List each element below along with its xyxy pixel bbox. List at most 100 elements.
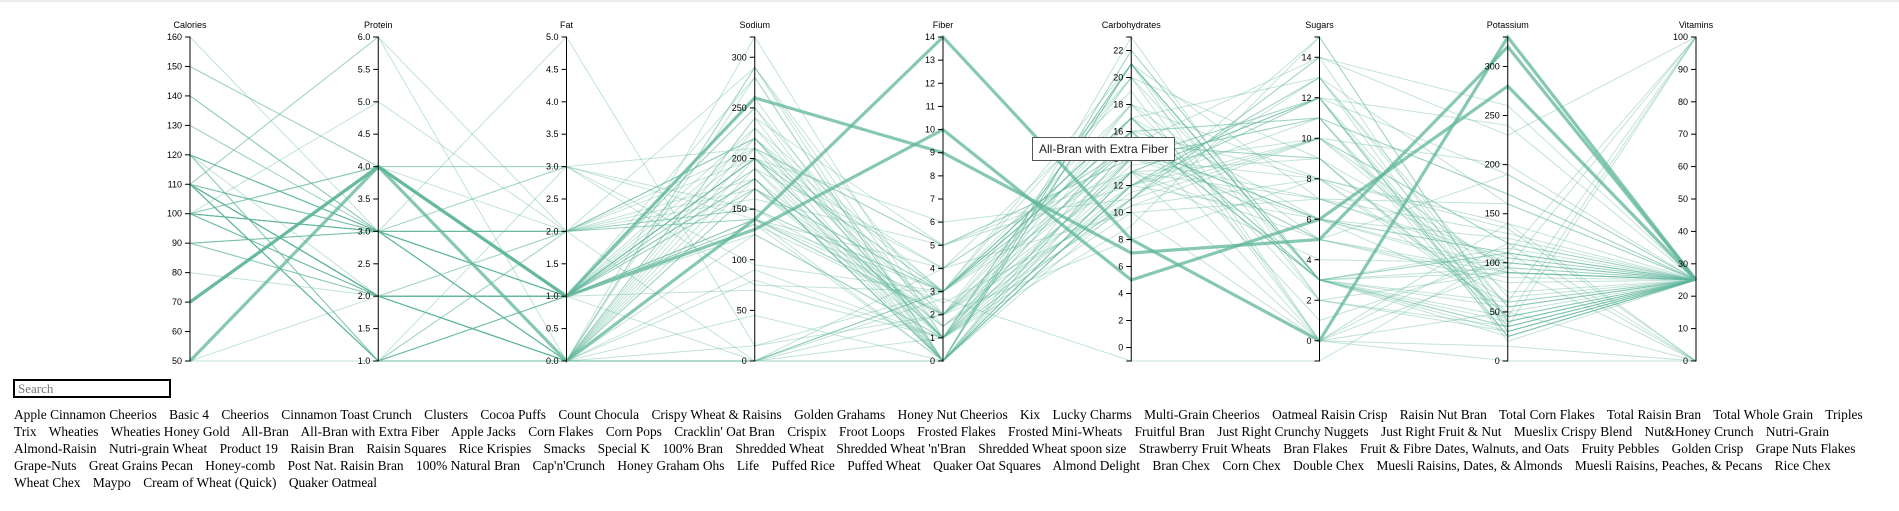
axis-title: Potassium bbox=[1487, 20, 1529, 30]
cereal-name[interactable]: Double Chex bbox=[1293, 458, 1365, 473]
cereal-name[interactable]: 100% Bran bbox=[662, 441, 723, 456]
cereal-name[interactable]: Cheerios bbox=[221, 407, 269, 422]
tick-label: 5.5 bbox=[358, 64, 371, 74]
cereal-name[interactable]: Honey Graham Ohs bbox=[617, 458, 725, 473]
cereal-name[interactable]: Quaker Oatmeal bbox=[288, 475, 377, 490]
cereal-name[interactable]: Maypo bbox=[92, 475, 131, 490]
cereal-name[interactable]: Total Corn Flakes bbox=[1498, 407, 1595, 422]
axis-calories[interactable]: 50 60 70 80 90 100 110 120 130 140 150 160 Calories bbox=[167, 20, 207, 366]
tick-label: 140 bbox=[167, 91, 182, 101]
cereal-name[interactable]: Great Grains Pecan bbox=[88, 458, 193, 473]
tick-label: 0.0 bbox=[546, 356, 559, 366]
cereal-name[interactable]: Wheaties bbox=[48, 424, 99, 439]
cereal-name[interactable]: Just Right Crunchy Nuggets bbox=[1217, 424, 1369, 439]
cereal-name[interactable]: Oatmeal Raisin Crisp bbox=[1272, 407, 1388, 422]
tick-label: 2.5 bbox=[358, 259, 371, 269]
tick-label: 4.0 bbox=[358, 162, 371, 172]
cereal-name[interactable]: Mueslix Crispy Blend bbox=[1513, 424, 1633, 439]
cereal-name[interactable]: Kix bbox=[1020, 407, 1041, 422]
cereal-name[interactable]: Rice Chex bbox=[1774, 458, 1831, 473]
cereal-name[interactable]: Muesli Raisins, Peaches, & Pecans bbox=[1574, 458, 1763, 473]
cereal-name[interactable]: Puffed Wheat bbox=[847, 458, 921, 473]
tick-label: 0 bbox=[742, 356, 747, 366]
cereal-name[interactable]: Corn Pops bbox=[605, 424, 662, 439]
cereal-name[interactable]: Puffed Rice bbox=[771, 458, 835, 473]
axis-sodium[interactable]: 0 50 100 150 200 250 300 Sodium bbox=[732, 20, 770, 366]
cereal-name[interactable]: Raisin Nut Bran bbox=[1399, 407, 1487, 422]
cereal-name[interactable]: Cracklin' Oat Bran bbox=[674, 424, 775, 439]
axis-vitamins[interactable]: 0 10 20 30 40 50 60 70 80 90 100 Vitamins bbox=[1673, 20, 1714, 366]
cereal-name[interactable]: Cap'n'Crunch bbox=[532, 458, 605, 473]
cereal-name[interactable]: Honey-comb bbox=[205, 458, 276, 473]
cereal-name[interactable]: Raisin Squares bbox=[366, 441, 447, 456]
cereal-name[interactable]: Crispix bbox=[787, 424, 827, 439]
cereal-name[interactable]: Grape-Nuts bbox=[14, 458, 77, 473]
cereal-name[interactable]: Smacks bbox=[543, 441, 586, 456]
cereal-name[interactable]: Muesli Raisins, Dates, & Almonds bbox=[1376, 458, 1563, 473]
tick-label: 120 bbox=[167, 150, 182, 160]
tick-label: 18 bbox=[1113, 100, 1123, 110]
cereal-name[interactable]: Nut&Honey Crunch bbox=[1644, 424, 1754, 439]
axis-protein[interactable]: 1.0 1.5 2.0 2.5 3.0 3.5 4.0 4.5 5.0 5.5 6.0 Protein bbox=[358, 20, 393, 366]
cereal-name[interactable]: Cream of Wheat (Quick) bbox=[143, 475, 277, 490]
cereal-name[interactable]: Nutri-grain Wheat bbox=[108, 441, 208, 456]
cereal-name[interactable]: Wheat Chex bbox=[14, 475, 81, 490]
cereal-name[interactable]: Just Right Fruit & Nut bbox=[1380, 424, 1502, 439]
cereal-name[interactable]: Almond Delight bbox=[1052, 458, 1140, 473]
cereal-name[interactable]: Fruit & Fibre Dates, Walnuts, and Oats bbox=[1359, 441, 1570, 456]
axis-potassium[interactable]: 0 50 100 150 200 250 300 Potassium bbox=[1485, 20, 1529, 366]
cereal-name[interactable]: Rice Krispies bbox=[458, 441, 532, 456]
cereal-name[interactable]: Wheaties Honey Gold bbox=[110, 424, 230, 439]
cereal-name[interactable]: Cocoa Puffs bbox=[480, 407, 546, 422]
cereal-name[interactable]: Frosted Flakes bbox=[917, 424, 996, 439]
cereal-name[interactable]: All-Bran with Extra Fiber bbox=[300, 424, 440, 439]
cereal-name[interactable]: Bran Flakes bbox=[1283, 441, 1348, 456]
cereal-name[interactable]: 100% Natural Bran bbox=[416, 458, 521, 473]
tick-label: 12 bbox=[925, 78, 935, 88]
axis-title: Fiber bbox=[933, 20, 954, 30]
cereal-name[interactable]: Grape Nuts Flakes bbox=[1755, 441, 1856, 456]
cereal-name[interactable]: Strawberry Fruit Wheats bbox=[1138, 441, 1271, 456]
cereal-name[interactable]: Cinnamon Toast Crunch bbox=[281, 407, 412, 422]
cereal-name[interactable]: Special K bbox=[597, 441, 650, 456]
cereal-name[interactable]: Golden Crisp bbox=[1671, 441, 1744, 456]
cereal-name[interactable]: Apple Jacks bbox=[450, 424, 516, 439]
cereal-name[interactable]: Multi-Grain Cheerios bbox=[1144, 407, 1260, 422]
cereal-name[interactable]: Corn Chex bbox=[1222, 458, 1281, 473]
cereal-name[interactable]: Total Raisin Bran bbox=[1606, 407, 1702, 422]
cereal-name[interactable]: Bran Chex bbox=[1152, 458, 1210, 473]
cereal-name[interactable]: Nutri-Grain Almond-Raisin bbox=[14, 424, 1830, 456]
cereal-name[interactable]: Raisin Bran bbox=[290, 441, 354, 456]
cereal-name[interactable]: Crispy Wheat & Raisins bbox=[651, 407, 782, 422]
cereal-name[interactable]: All-Bran bbox=[241, 424, 289, 439]
cereal-name[interactable]: Apple Cinnamon Cheerios bbox=[14, 407, 157, 422]
cereal-name[interactable]: Life bbox=[736, 458, 760, 473]
cereal-name[interactable]: Product 19 bbox=[219, 441, 278, 456]
cereal-name[interactable]: Quaker Oat Squares bbox=[933, 458, 1041, 473]
cereal-name[interactable]: Fruity Pebbles bbox=[1581, 441, 1660, 456]
cereal-name[interactable]: Shredded Wheat bbox=[735, 441, 824, 456]
search-input[interactable] bbox=[13, 379, 171, 398]
cereal-name[interactable]: Triples bbox=[1825, 407, 1863, 422]
cereal-name[interactable]: Basic 4 bbox=[169, 407, 209, 422]
cereal-name[interactable]: Post Nat. Raisin Bran bbox=[287, 458, 404, 473]
cereal-name[interactable]: Shredded Wheat spoon size bbox=[978, 441, 1127, 456]
cereal-name[interactable]: Golden Grahams bbox=[794, 407, 886, 422]
cereal-name[interactable]: Frosted Mini-Wheats bbox=[1008, 424, 1123, 439]
cereal-name[interactable]: Trix bbox=[14, 424, 37, 439]
cereal-name[interactable]: Clusters bbox=[424, 407, 469, 422]
cereal-name[interactable]: Corn Flakes bbox=[528, 424, 594, 439]
tick-label: 2.0 bbox=[546, 226, 559, 236]
tick-label: 3.0 bbox=[358, 226, 371, 236]
cereal-name[interactable]: Total Whole Grain bbox=[1713, 407, 1814, 422]
tick-label: 6.0 bbox=[358, 32, 371, 42]
cereal-name[interactable]: Shredded Wheat 'n'Bran bbox=[836, 441, 966, 456]
cereal-name[interactable]: Honey Nut Cheerios bbox=[897, 407, 1008, 422]
cereal-name[interactable]: Count Chocula bbox=[558, 407, 640, 422]
cereal-name[interactable]: Froot Loops bbox=[838, 424, 905, 439]
axis-sugars[interactable]: 0 2 4 6 8 10 12 14 Sugars bbox=[1301, 20, 1334, 362]
cereal-name[interactable]: Fruitful Bran bbox=[1134, 424, 1205, 439]
cereal-name[interactable]: Lucky Charms bbox=[1052, 407, 1132, 422]
